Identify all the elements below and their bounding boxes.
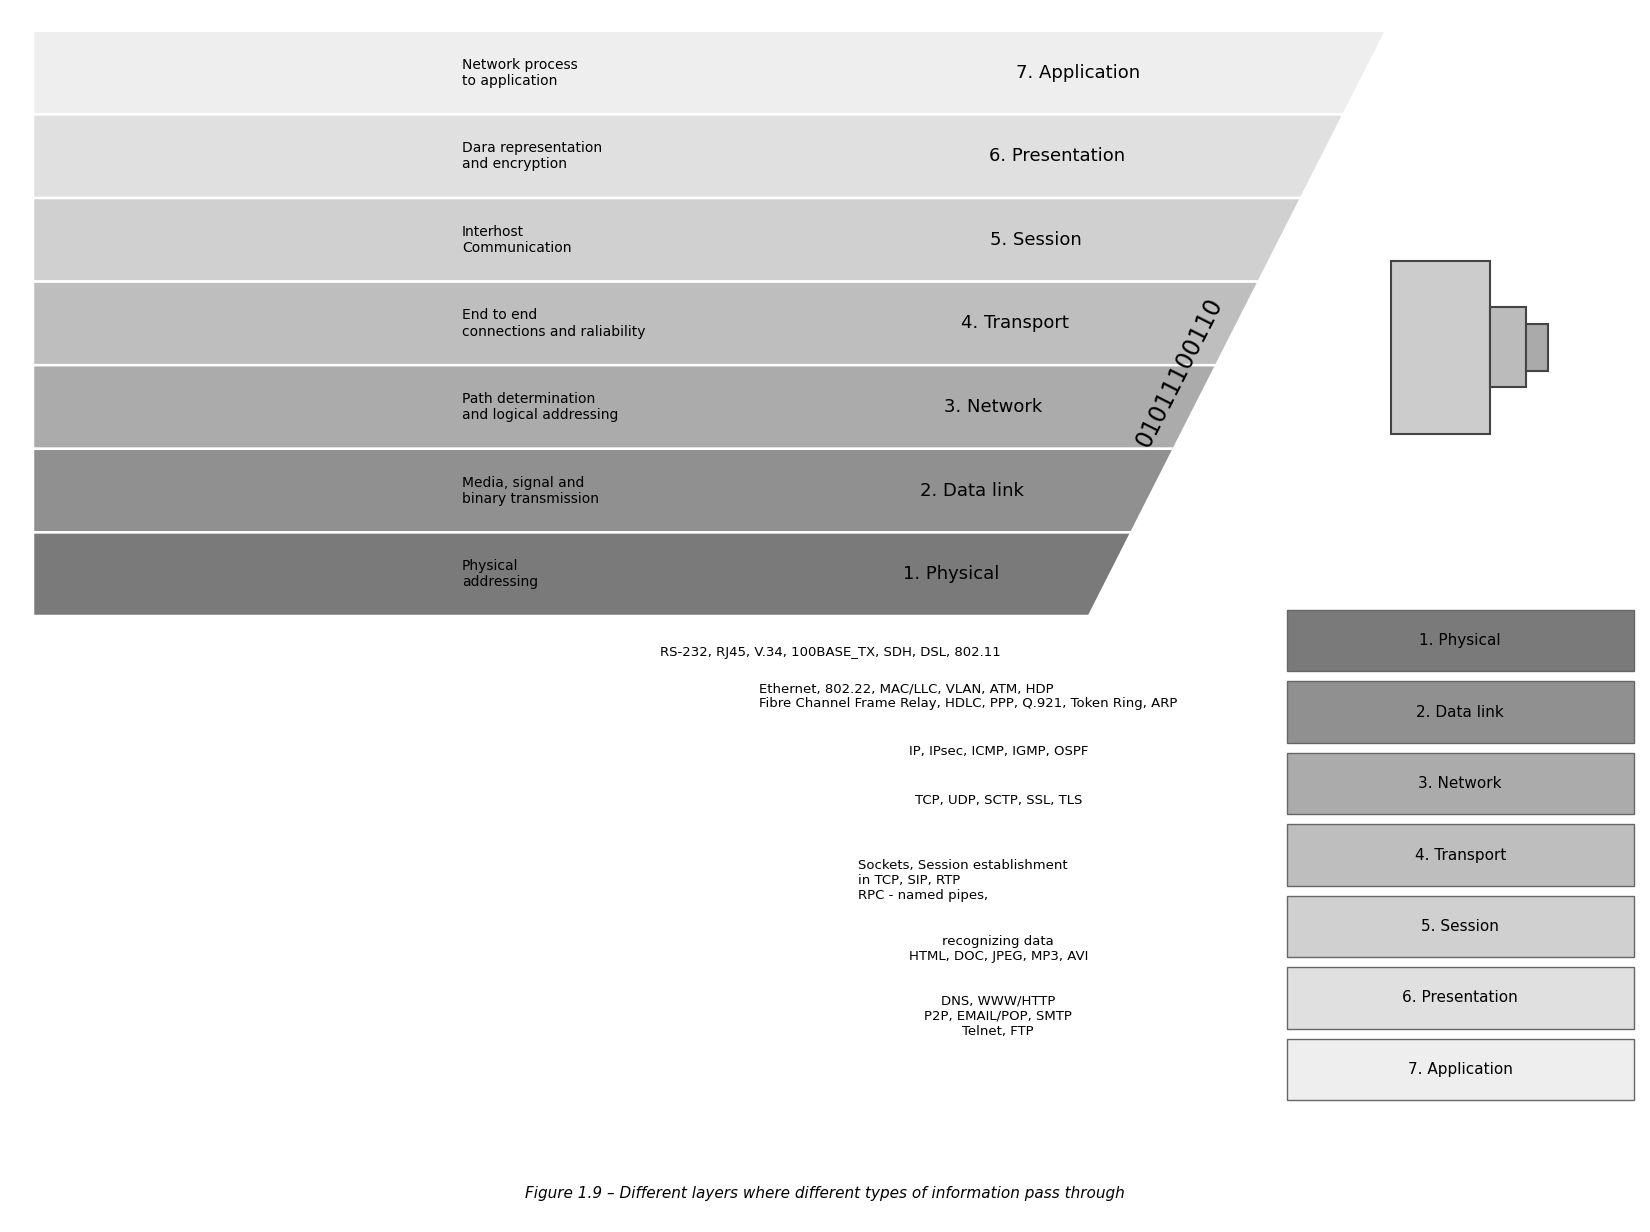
Text: IP, IPsec, ICMP, IGMP, OSPF: IP, IPsec, ICMP, IGMP, OSPF: [909, 745, 1087, 758]
Text: 6. Presentation: 6. Presentation: [988, 147, 1125, 165]
Text: 2. Data link: 2. Data link: [921, 482, 1025, 500]
Text: 2. Data link: 2. Data link: [1416, 705, 1505, 719]
Polygon shape: [33, 115, 1343, 198]
Text: recognizing data
HTML, DOC, JPEG, MP3, AVI: recognizing data HTML, DOC, JPEG, MP3, A…: [909, 935, 1087, 962]
Text: Network process
to application: Network process to application: [462, 58, 578, 87]
Polygon shape: [33, 31, 1386, 115]
Text: Physical
addressing: Physical addressing: [462, 559, 538, 589]
FancyBboxPatch shape: [1526, 324, 1548, 371]
Polygon shape: [33, 448, 1173, 532]
Text: Sockets, Session establishment
in TCP, SIP, RTP
RPC - named pipes,: Sockets, Session establishment in TCP, S…: [858, 860, 1068, 902]
Polygon shape: [33, 532, 1132, 616]
FancyBboxPatch shape: [1287, 610, 1634, 671]
Text: 1. Physical: 1. Physical: [903, 565, 1000, 583]
FancyBboxPatch shape: [1490, 307, 1526, 387]
Text: 6. Presentation: 6. Presentation: [1402, 991, 1518, 1005]
Polygon shape: [33, 198, 1302, 282]
Polygon shape: [33, 282, 1259, 365]
Polygon shape: [33, 365, 1216, 448]
Text: Path determination
and logical addressing: Path determination and logical addressin…: [462, 392, 619, 423]
Text: 3. Network: 3. Network: [1419, 776, 1502, 791]
FancyBboxPatch shape: [1287, 896, 1634, 957]
Text: DNS, WWW/HTTP
P2P, EMAIL/POP, SMTP
Telnet, FTP: DNS, WWW/HTTP P2P, EMAIL/POP, SMTP Telne…: [924, 995, 1072, 1037]
Text: Figure 1.9 – Different layers where different types of information pass through: Figure 1.9 – Different layers where diff…: [525, 1186, 1125, 1201]
Text: 7. Application: 7. Application: [1016, 64, 1140, 81]
FancyBboxPatch shape: [1287, 681, 1634, 743]
Text: TCP, UDP, SCTP, SSL, TLS: TCP, UDP, SCTP, SSL, TLS: [914, 795, 1082, 807]
FancyBboxPatch shape: [1287, 824, 1634, 886]
FancyBboxPatch shape: [1391, 261, 1490, 434]
Text: Dara representation
and encryption: Dara representation and encryption: [462, 142, 602, 171]
Text: 5. Session: 5. Session: [1421, 919, 1500, 934]
FancyBboxPatch shape: [1287, 967, 1634, 1029]
Text: End to end
connections and raliability: End to end connections and raliability: [462, 308, 645, 339]
Text: 7. Application: 7. Application: [1407, 1062, 1513, 1077]
Text: Media, signal and
binary transmission: Media, signal and binary transmission: [462, 476, 599, 505]
Text: Interhost
Communication: Interhost Communication: [462, 224, 571, 255]
FancyBboxPatch shape: [1287, 753, 1634, 814]
Text: Ethernet, 802.22, MAC/LLC, VLAN, ATM, HDP
Fibre Channel Frame Relay, HDLC, PPP, : Ethernet, 802.22, MAC/LLC, VLAN, ATM, HD…: [759, 683, 1178, 710]
Text: 01011100110: 01011100110: [1132, 294, 1228, 451]
Text: 4. Transport: 4. Transport: [960, 314, 1069, 333]
Text: 5. Session: 5. Session: [990, 230, 1082, 249]
Text: 1. Physical: 1. Physical: [1419, 633, 1502, 648]
Text: 3. Network: 3. Network: [944, 398, 1043, 416]
FancyBboxPatch shape: [1287, 1039, 1634, 1100]
Text: RS-232, RJ45, V.34, 100BASE_TX, SDH, DSL, 802.11: RS-232, RJ45, V.34, 100BASE_TX, SDH, DSL…: [660, 647, 1002, 659]
Text: 4. Transport: 4. Transport: [1414, 848, 1506, 862]
